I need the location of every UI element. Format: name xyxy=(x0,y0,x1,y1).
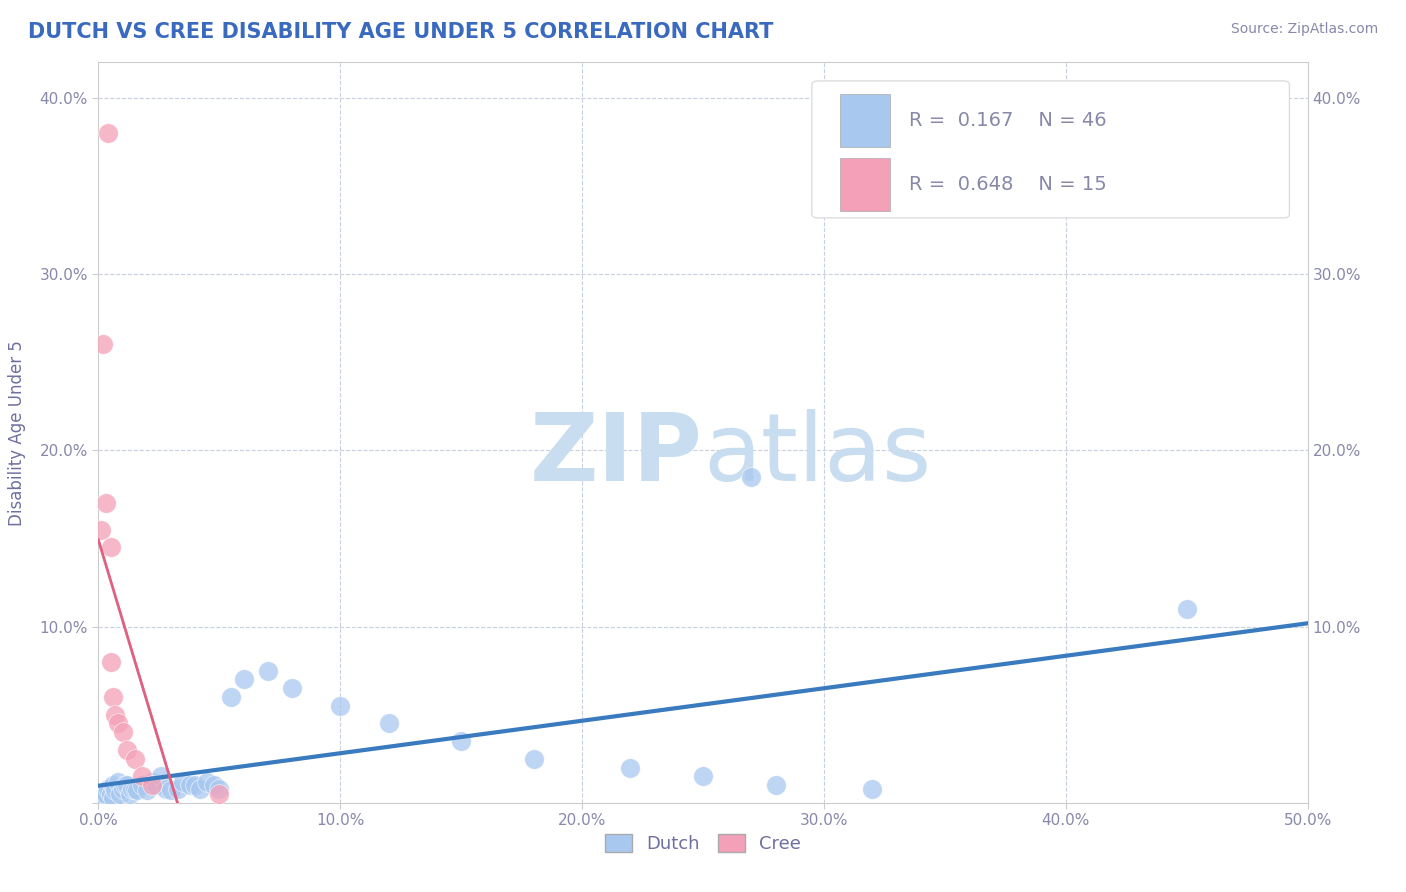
Point xyxy=(150,769,173,783)
Point xyxy=(117,743,139,757)
Point xyxy=(108,787,131,801)
Point xyxy=(167,781,190,796)
Point xyxy=(619,760,641,774)
Point xyxy=(184,778,207,792)
Point xyxy=(329,698,352,713)
Point xyxy=(94,787,117,801)
Point xyxy=(232,673,254,687)
Point xyxy=(195,774,218,789)
Point xyxy=(523,752,546,766)
Point xyxy=(256,664,278,678)
Point xyxy=(208,787,231,801)
Point xyxy=(377,716,399,731)
Point xyxy=(94,496,117,510)
Point xyxy=(107,774,129,789)
Point xyxy=(221,690,243,704)
Point xyxy=(101,690,124,704)
Point xyxy=(121,781,143,796)
Point xyxy=(111,725,134,739)
Legend: Dutch, Cree: Dutch, Cree xyxy=(598,827,808,861)
Point xyxy=(90,523,112,537)
Text: DUTCH VS CREE DISABILITY AGE UNDER 5 CORRELATION CHART: DUTCH VS CREE DISABILITY AGE UNDER 5 COR… xyxy=(28,22,773,42)
FancyBboxPatch shape xyxy=(811,81,1289,218)
Point xyxy=(208,781,231,796)
Point xyxy=(172,774,194,789)
Point xyxy=(765,778,787,792)
Point xyxy=(135,783,157,797)
Point xyxy=(100,540,122,554)
FancyBboxPatch shape xyxy=(839,94,890,147)
Point xyxy=(107,716,129,731)
Point xyxy=(111,781,134,796)
Point xyxy=(141,774,163,789)
Point xyxy=(155,781,177,796)
Text: atlas: atlas xyxy=(703,409,931,500)
Point xyxy=(101,778,124,792)
Point xyxy=(114,778,136,792)
Point xyxy=(860,781,883,796)
Point xyxy=(131,778,153,792)
Point xyxy=(204,778,226,792)
Text: R =  0.167    N = 46: R = 0.167 N = 46 xyxy=(908,111,1107,129)
Text: Source: ZipAtlas.com: Source: ZipAtlas.com xyxy=(1230,22,1378,37)
Point xyxy=(124,752,146,766)
Point xyxy=(1175,602,1198,616)
Point xyxy=(131,769,153,783)
Point xyxy=(90,790,112,805)
Point xyxy=(127,783,149,797)
Point xyxy=(100,655,122,669)
Point xyxy=(100,787,122,801)
Point xyxy=(281,681,304,696)
Point xyxy=(141,778,163,792)
Point xyxy=(179,778,201,792)
Y-axis label: Disability Age Under 5: Disability Age Under 5 xyxy=(7,340,25,525)
Point xyxy=(91,787,114,801)
Point xyxy=(118,787,141,801)
Point xyxy=(160,783,183,797)
Point xyxy=(188,781,211,796)
Point xyxy=(104,783,127,797)
Point xyxy=(124,781,146,796)
Point xyxy=(97,126,120,140)
Point xyxy=(450,734,472,748)
Point xyxy=(104,707,127,722)
Point xyxy=(91,337,114,351)
Point xyxy=(97,781,120,796)
Point xyxy=(101,790,124,805)
Point xyxy=(117,778,139,792)
FancyBboxPatch shape xyxy=(839,158,890,211)
Text: R =  0.648    N = 15: R = 0.648 N = 15 xyxy=(908,175,1107,194)
Point xyxy=(740,469,762,483)
Point xyxy=(145,778,167,792)
Point xyxy=(692,769,714,783)
Text: ZIP: ZIP xyxy=(530,409,703,500)
